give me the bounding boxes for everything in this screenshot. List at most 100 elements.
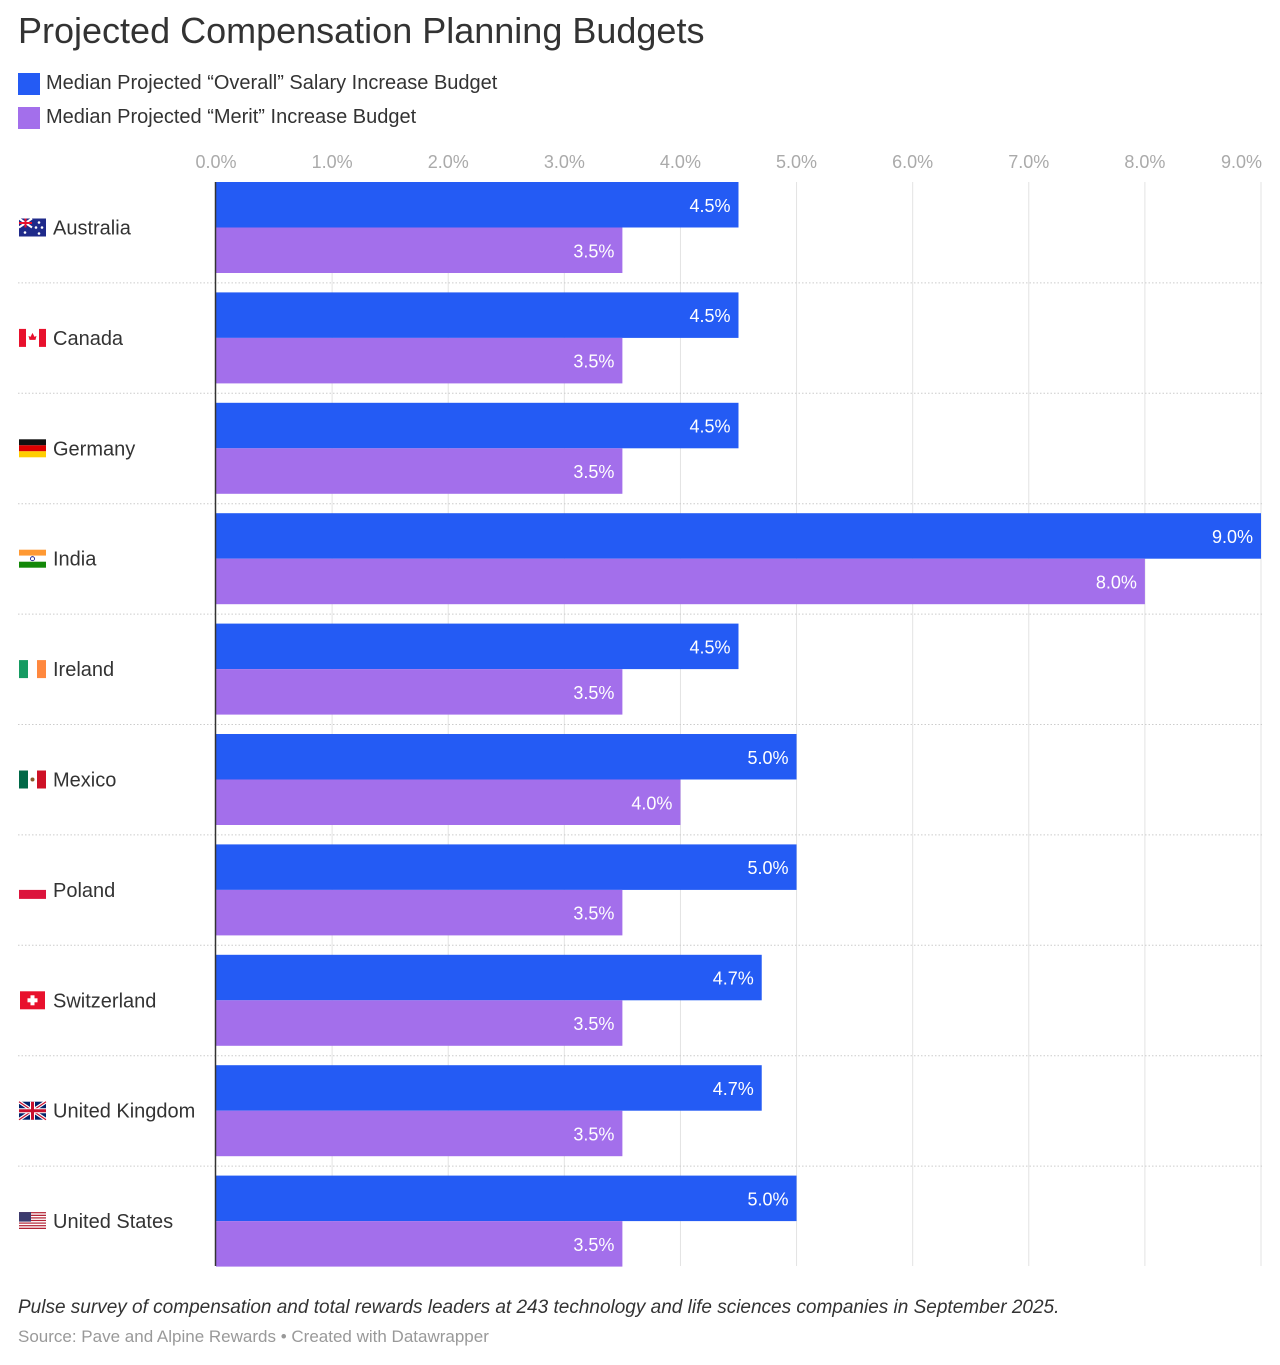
- bar-merit: [216, 337, 623, 384]
- bar-merit: [216, 779, 681, 825]
- flag-part: [19, 1226, 46, 1228]
- flag-part: [19, 328, 26, 347]
- category-label: Switzerland: [53, 990, 156, 1012]
- flag-part: [19, 1223, 46, 1226]
- bar-overall: [216, 1065, 762, 1111]
- data-label: 4.5%: [689, 637, 730, 657]
- bar-overall: [216, 1175, 797, 1222]
- flag-part: [19, 218, 32, 228]
- x-tick-label: 4.0%: [660, 152, 701, 172]
- bar-merit: [216, 1110, 623, 1157]
- x-tick-label: 8.0%: [1124, 152, 1165, 172]
- data-label: 3.5%: [573, 904, 614, 924]
- flag-part: [19, 1221, 46, 1223]
- flag-united-states-icon: [19, 1212, 46, 1231]
- data-label: 3.5%: [573, 462, 614, 482]
- bar-overall: [216, 402, 739, 449]
- flag-canada-icon: [19, 328, 46, 347]
- flag-part: [19, 451, 46, 458]
- x-tick-label: 9.0%: [1221, 152, 1262, 172]
- flag-part: [37, 221, 41, 224]
- x-tick-label: 1.0%: [312, 152, 353, 172]
- flag-part: [39, 328, 46, 347]
- x-tick-label: 2.0%: [428, 152, 469, 172]
- bar-merit: [216, 558, 1145, 605]
- category-label: India: [53, 549, 97, 571]
- bar-merit: [216, 1221, 623, 1267]
- flag-part: [37, 770, 46, 789]
- bar-overall: [216, 623, 739, 670]
- flag-part: [19, 1225, 46, 1227]
- bar-overall: [216, 734, 797, 780]
- flag-part: [34, 226, 38, 229]
- flag-part: [19, 1218, 46, 1220]
- data-label: 3.5%: [573, 352, 614, 372]
- legend-item-overall: Median Projected “Overall” Salary Increa…: [18, 72, 497, 95]
- data-label: 5.0%: [748, 748, 789, 768]
- data-label: 3.5%: [573, 241, 614, 261]
- flag-part: [19, 561, 46, 568]
- data-label: 4.7%: [713, 969, 754, 989]
- category-label: Ireland: [53, 659, 114, 681]
- data-label: 9.0%: [1212, 527, 1253, 547]
- chart-title: Projected Compensation Planning Budgets: [18, 10, 705, 51]
- bar-overall: [216, 182, 739, 228]
- flag-india-icon: [19, 549, 46, 568]
- flag-part: [19, 660, 28, 679]
- flag-part: [19, 1217, 46, 1219]
- flag-part: [19, 1101, 46, 1120]
- x-tick-label: 7.0%: [1008, 152, 1049, 172]
- x-tick-label: 3.0%: [544, 152, 585, 172]
- flag-part: [19, 1214, 46, 1216]
- category-label: Canada: [53, 328, 124, 350]
- category-label: Australia: [53, 218, 132, 240]
- flag-australia-icon: [18, 217, 46, 237]
- flag-part: [19, 1222, 46, 1224]
- flag-part: [19, 1227, 46, 1229]
- flag-part: [19, 1216, 46, 1218]
- x-tick-label: 0.0%: [195, 152, 236, 172]
- data-label: 4.5%: [689, 417, 730, 437]
- flag-part: [19, 880, 46, 890]
- flag-part: [40, 226, 44, 229]
- flag-united-kingdom-icon: [18, 1100, 47, 1122]
- legend-swatch-overall: [18, 72, 40, 95]
- category-label: Poland: [53, 880, 115, 902]
- flag-part: [19, 1213, 46, 1215]
- data-label: 4.0%: [631, 793, 672, 813]
- flag-part: [27, 998, 38, 1003]
- flag-part: [19, 889, 46, 899]
- flag-part: [19, 770, 28, 789]
- data-label: 3.5%: [573, 1235, 614, 1255]
- category-label: Mexico: [53, 770, 116, 792]
- legend-label-overall: Median Projected “Overall” Salary Increa…: [46, 72, 498, 94]
- bar-merit: [216, 227, 623, 273]
- flag-part: [19, 1212, 31, 1222]
- bar-merit: [216, 889, 623, 936]
- flag-mexico-icon: [19, 770, 46, 789]
- flag-ireland-icon: [19, 660, 46, 679]
- category-label: United Kingdom: [53, 1101, 195, 1123]
- category-label: Germany: [53, 438, 135, 460]
- flag-part: [19, 439, 46, 446]
- bar-overall: [216, 954, 762, 1001]
- x-tick-label: 6.0%: [892, 152, 933, 172]
- flag-switzerland-icon: [20, 991, 45, 1010]
- bar-chart: 0.0% 1.0% 2.0% 3.0% 4.0% 5.0% 6.0% 7.0% 8.0% 9.0%…: [18, 152, 1262, 1267]
- legend-swatch-merit: [18, 106, 40, 129]
- flag-part: [23, 231, 27, 234]
- flag-part: [19, 1212, 46, 1214]
- flag-part: [37, 232, 41, 235]
- footer-source: Source: Pave and Alpine Rewards • Create…: [18, 1327, 489, 1346]
- bar-overall: [216, 292, 739, 338]
- flag-part: [30, 556, 35, 562]
- flag-germany-icon: [19, 439, 46, 458]
- flag-part: [37, 660, 46, 679]
- flag-part: [28, 332, 37, 340]
- flag-part: [19, 555, 46, 562]
- bar-merit: [216, 669, 623, 715]
- category-label: United States: [53, 1211, 173, 1233]
- data-label: 8.0%: [1096, 572, 1137, 592]
- data-label: 3.5%: [573, 683, 614, 703]
- flag-part: [19, 1229, 46, 1231]
